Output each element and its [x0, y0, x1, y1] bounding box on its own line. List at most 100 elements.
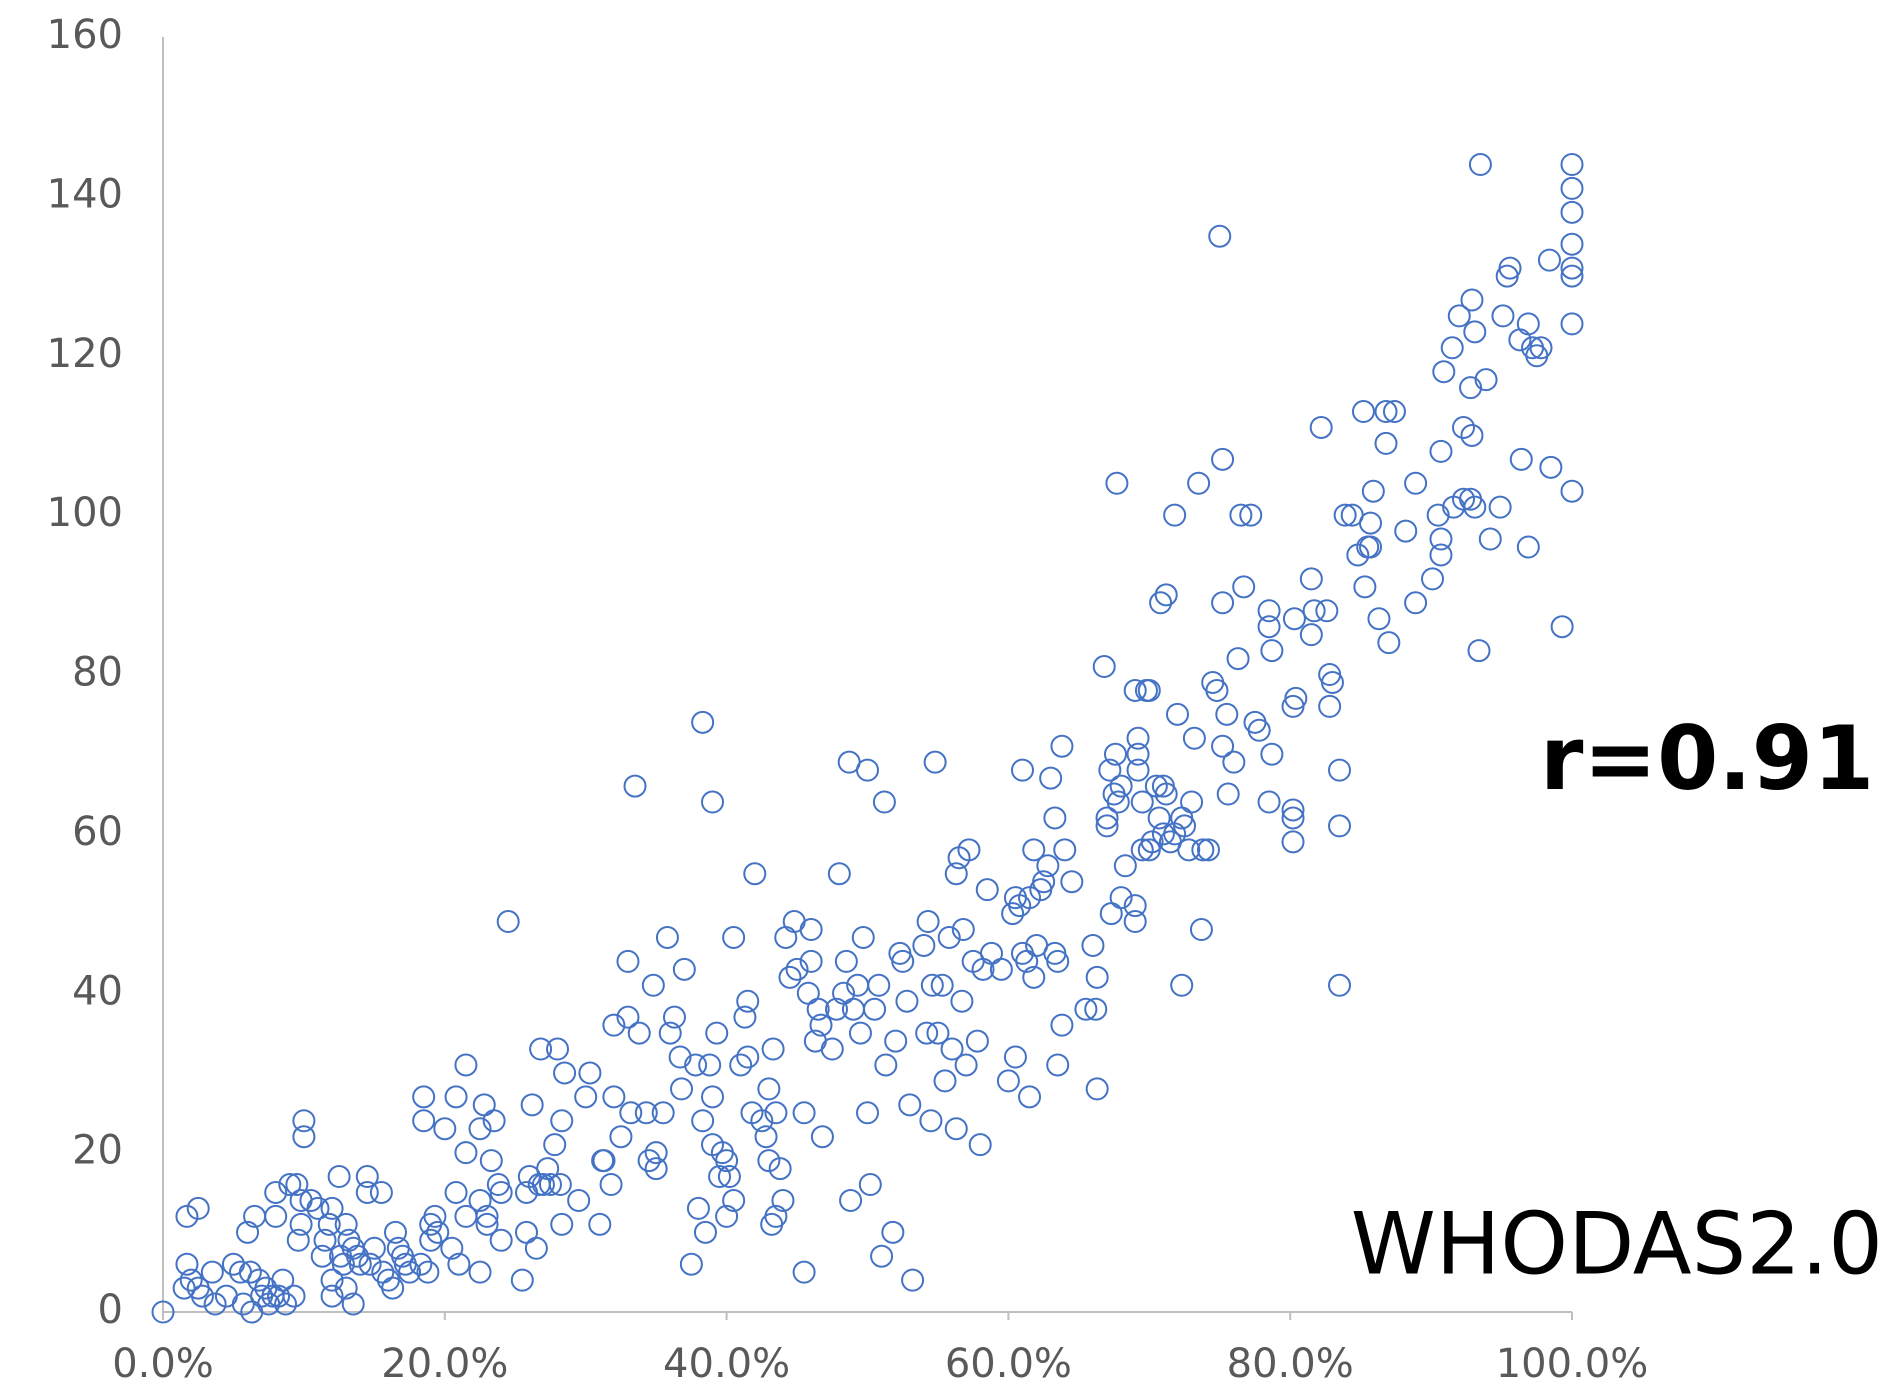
point [785, 957, 809, 981]
point [292, 1109, 316, 1133]
point [355, 1165, 379, 1189]
y-tick-label: 40 [72, 968, 123, 1014]
point [1282, 607, 1306, 631]
point [327, 1165, 351, 1189]
point [310, 1244, 334, 1268]
point [1137, 678, 1161, 702]
point [1022, 965, 1046, 989]
point [1085, 1077, 1109, 1101]
point [920, 973, 944, 997]
point [1539, 455, 1563, 479]
point [872, 790, 896, 814]
point [578, 1061, 602, 1085]
point [602, 1013, 626, 1037]
point [778, 965, 802, 989]
point [1560, 479, 1584, 503]
point [475, 1212, 499, 1236]
point [736, 1045, 760, 1069]
point [320, 1196, 344, 1220]
point [705, 1021, 729, 1045]
point [965, 1029, 989, 1053]
point [538, 1173, 562, 1196]
point [1394, 519, 1418, 543]
point [1537, 248, 1561, 272]
point [1170, 973, 1194, 997]
y-tick-label: 80 [72, 650, 123, 696]
point [1189, 918, 1213, 941]
point [1105, 471, 1129, 495]
point [641, 973, 665, 997]
point [1226, 647, 1250, 671]
point [1529, 336, 1553, 360]
point [548, 1173, 572, 1196]
point [1239, 503, 1263, 527]
point [874, 1053, 898, 1077]
point [1426, 503, 1450, 527]
point [1560, 176, 1584, 200]
point [754, 1125, 778, 1149]
point [1029, 878, 1053, 902]
point [496, 910, 520, 934]
point [179, 1268, 203, 1292]
point [267, 1284, 291, 1308]
point [870, 1244, 894, 1268]
point [1463, 320, 1487, 344]
point [426, 1220, 450, 1244]
point [1003, 1045, 1027, 1069]
point [454, 1053, 478, 1077]
point [236, 1220, 260, 1244]
point [792, 1101, 816, 1125]
point [693, 1220, 717, 1244]
point [644, 1141, 668, 1165]
point [489, 1180, 513, 1204]
point [1374, 400, 1398, 424]
point [729, 1053, 753, 1077]
point [1010, 941, 1034, 965]
point [1351, 400, 1375, 424]
annotation: WHODAS2.0 [1351, 1194, 1883, 1294]
point [546, 1037, 570, 1061]
point [757, 1149, 781, 1173]
point [1281, 798, 1305, 822]
point [851, 925, 875, 949]
point [1173, 814, 1197, 838]
point [912, 933, 936, 957]
point [550, 1109, 574, 1133]
point [1025, 933, 1049, 957]
point [881, 1220, 905, 1244]
point [1099, 902, 1123, 926]
point [1459, 376, 1483, 400]
x-tick-label: 40.0% [663, 1341, 790, 1384]
point [1180, 790, 1204, 814]
point [1525, 344, 1549, 368]
point [1130, 790, 1154, 814]
point [286, 1228, 310, 1252]
point [799, 949, 823, 973]
point [1328, 973, 1352, 997]
point [592, 1149, 616, 1173]
point [1260, 742, 1284, 766]
point [609, 1125, 633, 1149]
point [919, 1109, 943, 1133]
point [1257, 790, 1281, 814]
point [1211, 447, 1235, 471]
point [1429, 527, 1453, 551]
point [1113, 854, 1137, 878]
point [444, 1180, 468, 1204]
point [531, 1173, 555, 1196]
point [691, 1109, 715, 1133]
point [863, 997, 887, 1021]
point [616, 949, 640, 973]
point [1478, 527, 1502, 551]
point [722, 1188, 746, 1212]
point [1149, 591, 1173, 615]
point [317, 1212, 341, 1236]
point [186, 1196, 210, 1220]
x-tick-label: 20.0% [381, 1341, 508, 1384]
point [930, 973, 954, 997]
point [1211, 591, 1235, 615]
point [543, 1133, 567, 1157]
point [1046, 1053, 1070, 1077]
point [1215, 702, 1239, 726]
point [247, 1268, 271, 1292]
